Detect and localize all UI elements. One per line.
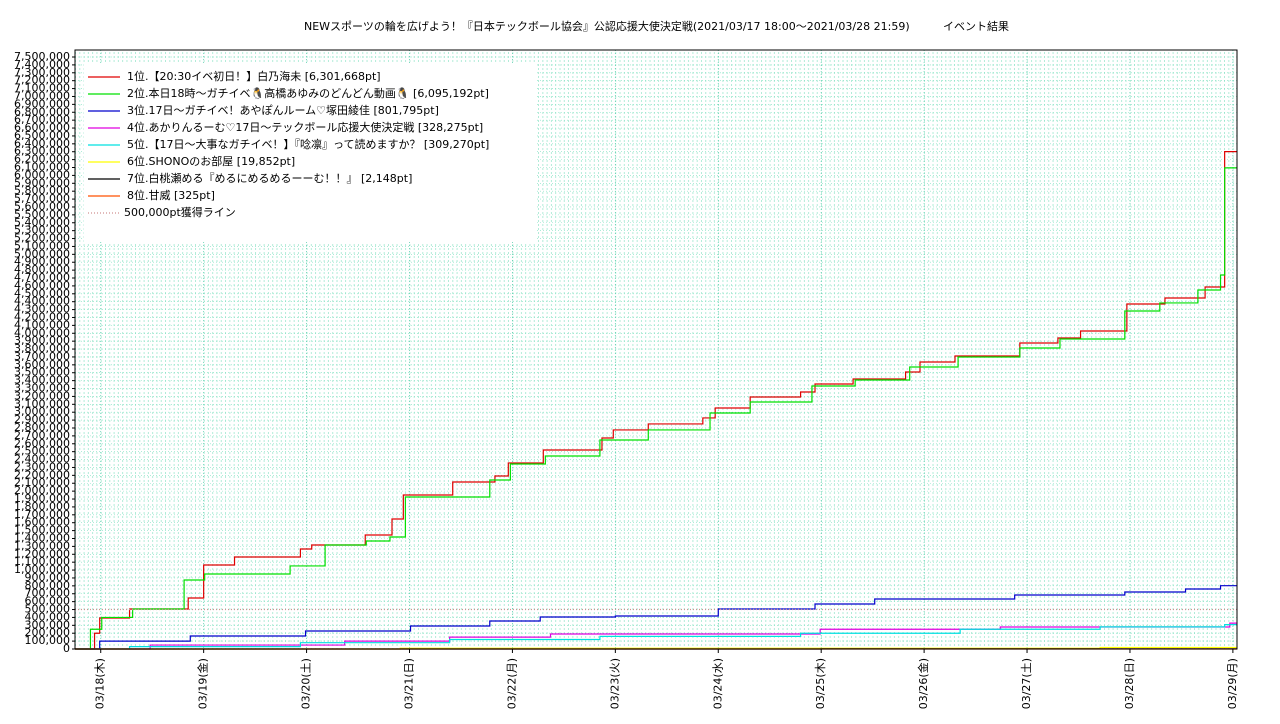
x-tick-label: 03/28(日) [1123,658,1136,709]
legend-label: 8位.甘威 [325pt] [127,188,215,202]
x-tick-label: 03/26(金) [916,658,930,709]
x-tick-label: 03/27(土) [1020,658,1033,709]
x-tick-label: 03/18(木) [94,658,107,709]
legend-label: 5位.【17日〜大事なガチイベ！】『唸凛』って読めますか？ [309,270pt… [127,137,489,151]
legend-label: 3位.17日〜ガチイベ！あやぽんルーム♡塚田綾佳 [801,795pt] [127,103,439,117]
x-tick-label: 03/22(月) [505,658,518,709]
chart-subtitle: イベント結果 [943,19,1009,33]
legend-label: 6位.SHONOのお部屋 [19,852pt] [127,154,295,168]
x-tick-label: 03/19(金) [196,658,210,709]
x-tick-label: 03/21(日) [402,658,415,709]
x-tick-label: 03/29(月) [1226,658,1239,709]
x-tick-label: 03/23(火) [608,658,621,709]
x-tick-label: 03/25(木) [814,658,827,709]
legend-label: 1位.【20:30イベ初日！】白乃海未 [6,301,668pt] [127,69,381,83]
legend-label: 2位.本日18時〜ガチイベ🐧高橋あゆみのどんどん動画🐧 [6,095,192pt… [127,86,489,100]
legend-label: 7位.白桃瀬める『めるにめるめるーーむ！！』 [2,148pt] [127,171,412,185]
legend-label: 4位.あかりんるーむ♡17日〜テックボール応援大使決定戦 [328,275pt] [127,120,483,134]
x-tick-label: 03/24(水) [711,658,724,709]
chart-title: NEWスポーツの輪を広げよう！『日本テックボール協会』公認応援大使決定戦(202… [304,19,910,33]
legend-label: 500,000pt獲得ライン [124,206,236,219]
y-tick-label: 7,500,000 [14,50,70,63]
x-tick-label: 03/20(土) [300,658,313,709]
